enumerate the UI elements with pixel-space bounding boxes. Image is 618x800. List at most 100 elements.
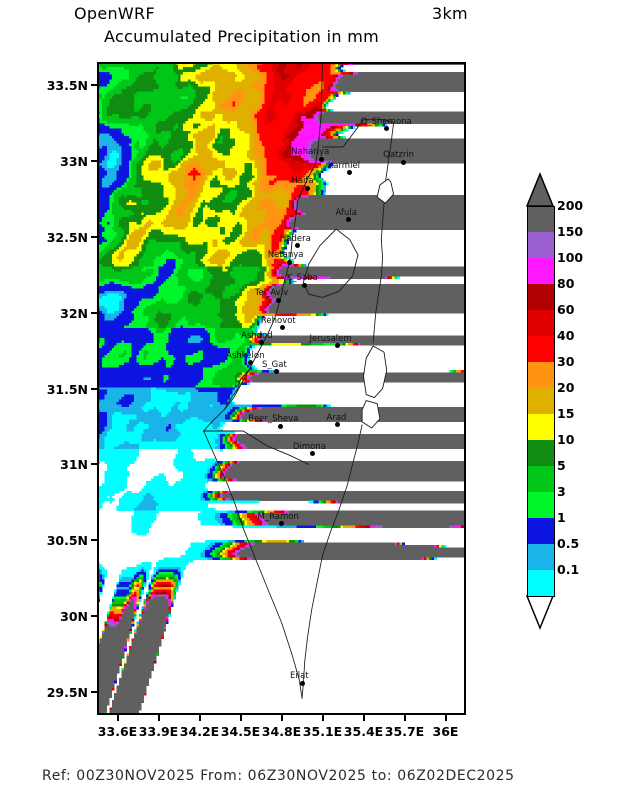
colorbar-swatch — [527, 336, 555, 363]
geo-boundary-line — [322, 119, 395, 148]
y-axis-tick-mark — [91, 235, 97, 238]
x-axis-tick-mark — [198, 715, 201, 721]
geo-boundary-line — [361, 400, 381, 429]
colorbar-tick-label: 80 — [557, 276, 575, 291]
colorbar-swatch — [527, 466, 555, 493]
y-axis-tick-label: 29.5N — [46, 685, 88, 701]
x-axis-tick-mark — [321, 715, 324, 721]
x-axis-tick-label: 34.2E — [179, 724, 220, 739]
x-axis-tick-mark — [403, 715, 406, 721]
precipitation-contour-field — [97, 62, 466, 715]
city-label: Eilat — [290, 671, 309, 682]
precipitation-map[interactable]: Q_Shemona Qatzrin Nahariya Karmiel Haifa Aful… — [97, 62, 466, 715]
resolution-label: 3km — [432, 4, 468, 23]
colorbar-tick-label: 60 — [557, 302, 575, 317]
city-label: Nahariya — [291, 147, 330, 158]
city-label: Rehovot — [260, 315, 296, 326]
city-marker-dot — [258, 340, 264, 346]
x-axis-tick-label: 33.6E — [97, 724, 138, 739]
chart-title: Accumulated Precipitation in mm — [104, 27, 379, 46]
colorbar-legend[interactable]: 200 150 100 80 60 40 30 20 15 10 5 3 1 0.5 0.1 — [515, 172, 615, 632]
y-axis-tick-label: 33N — [60, 153, 88, 169]
colorbar-swatch — [527, 518, 555, 545]
colorbar-tick-label: 30 — [557, 354, 575, 369]
y-axis-tick-mark — [91, 159, 97, 162]
y-axis-tick-label: 32N — [60, 305, 88, 321]
geo-boundary-line — [223, 369, 250, 411]
city-marker-dot — [310, 451, 316, 457]
city-marker-dot — [318, 156, 324, 162]
model-name-label: OpenWRF — [74, 4, 155, 23]
colorbar-swatch — [527, 206, 555, 234]
colorbar-swatch — [527, 440, 555, 467]
city-marker-dot — [302, 282, 308, 288]
y-axis-tick-mark — [91, 463, 97, 466]
x-axis-tick-mark — [362, 715, 365, 721]
colorbar-swatch — [527, 544, 555, 571]
y-axis-tick-mark — [91, 691, 97, 694]
city-marker-dot — [304, 185, 310, 191]
x-axis-tick-mark — [444, 715, 447, 721]
city-marker-dot — [384, 126, 390, 132]
colorbar-swatch — [527, 570, 555, 597]
colorbar-tick-label: 5 — [557, 458, 566, 473]
colorbar-swatch — [527, 310, 555, 337]
x-axis-tick-mark — [280, 715, 283, 721]
geo-boundary-line — [372, 122, 395, 344]
city-marker-dot — [287, 259, 293, 265]
plot-frame-border — [97, 62, 466, 715]
colorbar-swatch — [527, 362, 555, 389]
x-axis-tick-label: 36E — [432, 724, 459, 739]
x-axis-tick-label: 35.4E — [343, 724, 384, 739]
y-axis-tick-mark — [91, 311, 97, 314]
city-marker-dot — [299, 680, 305, 686]
city-label: Haifa — [291, 176, 314, 187]
x-axis-tick-label: 33.9E — [138, 724, 179, 739]
x-axis-tick-mark — [116, 715, 119, 721]
city-marker-dot — [400, 159, 406, 165]
city-label: Jerusalem — [309, 333, 352, 344]
geo-boundary-line — [376, 178, 395, 204]
y-axis-tick-mark — [91, 83, 97, 86]
city-marker-dot — [335, 343, 341, 349]
geo-boundary-line — [203, 430, 310, 465]
x-axis-tick-mark — [239, 715, 242, 721]
city-label: Dimona — [292, 441, 326, 452]
y-axis-tick-mark — [91, 539, 97, 542]
geo-boundary-line — [203, 62, 323, 432]
colorbar-swatch — [527, 388, 555, 415]
city-label: Ashkelon — [226, 350, 265, 361]
city-label: Beer_Sheva — [248, 414, 299, 425]
colorbar-swatch — [527, 258, 555, 285]
y-axis-tick-label: 31.5N — [46, 381, 88, 397]
city-marker-dot — [345, 217, 351, 223]
city-marker-dot — [335, 422, 341, 428]
y-axis-tick-mark — [91, 387, 97, 390]
y-axis-tick-label: 31N — [60, 457, 88, 473]
city-label: S_Gat — [262, 359, 287, 370]
colorbar-swatch — [527, 232, 555, 259]
colorbar-tick-label: 100 — [557, 250, 584, 265]
x-axis-tick-label: 35.7E — [384, 724, 425, 739]
colorbar-swatch — [527, 284, 555, 311]
city-label: Q_Shemona — [360, 116, 412, 127]
city-label: Afula — [335, 207, 357, 218]
city-marker-dot — [277, 423, 283, 429]
city-label: M_Ramon — [257, 511, 299, 522]
colorbar-tick-label: 3 — [557, 484, 566, 499]
city-marker-dot — [295, 243, 301, 249]
city-marker-dot — [347, 170, 353, 176]
colorbar-tick-label: 1 — [557, 510, 566, 525]
city-label: K_Saba — [286, 273, 318, 284]
colorbar-tick-label: 40 — [557, 328, 575, 343]
city-marker-dot — [273, 369, 279, 375]
y-axis-tick-label: 30N — [60, 609, 88, 625]
colorbar-tick-label: 150 — [557, 224, 584, 239]
y-axis-tick-label: 32.5N — [46, 229, 88, 245]
city-label: Arad — [326, 412, 347, 423]
colorbar-tick-label: 15 — [557, 406, 575, 421]
city-marker-dot — [279, 521, 284, 527]
geo-boundary-line — [363, 345, 388, 399]
colorbar-swatch — [527, 414, 555, 441]
colorbar-tick-label: 0.5 — [557, 536, 580, 551]
